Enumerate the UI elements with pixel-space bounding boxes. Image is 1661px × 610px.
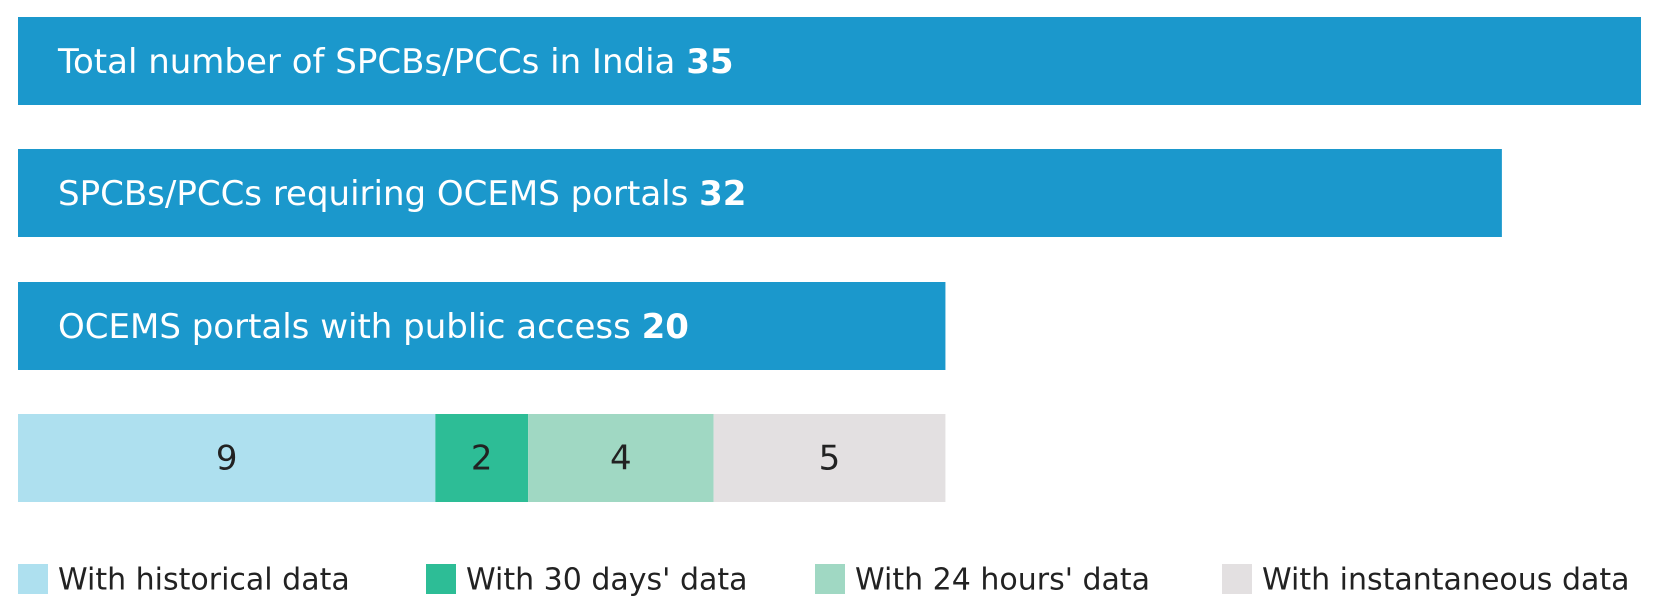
segment-label: 9 [216, 439, 238, 479]
bar-label: Total number of SPCBs/PCCs in India 35 [57, 42, 734, 82]
bar [18, 149, 1502, 237]
segment-label: 5 [819, 439, 841, 479]
bar-value: 20 [642, 307, 689, 347]
bar-value: 35 [686, 42, 733, 82]
stack-segment [18, 414, 436, 502]
legend-label: With instantaneous data [1262, 563, 1630, 598]
legend-swatch [815, 564, 845, 594]
legend-swatch [426, 564, 456, 594]
stack-segment [713, 414, 946, 502]
bar-category: SPCBs/PCCs requiring OCEMS portals [58, 174, 688, 214]
bar-category: OCEMS portals with public access [58, 307, 631, 347]
legend-label: With historical data [58, 563, 350, 598]
stack-segment [528, 414, 714, 502]
bar-value: 32 [699, 174, 746, 214]
legend-label: With 30 days' data [466, 563, 748, 598]
bar-label: SPCBs/PCCs requiring OCEMS portals 32 [58, 174, 746, 214]
bar-category: Total number of SPCBs/PCCs in India [57, 42, 675, 82]
bar-label: OCEMS portals with public access 20 [58, 307, 689, 347]
legend-swatch [18, 564, 48, 594]
legend-swatch [1222, 564, 1252, 594]
bar [18, 17, 1641, 105]
bar [18, 282, 946, 370]
stack-segment [435, 414, 529, 502]
legend-label: With 24 hours' data [855, 563, 1150, 598]
segment-label: 4 [610, 439, 632, 479]
segment-label: 2 [471, 439, 493, 479]
